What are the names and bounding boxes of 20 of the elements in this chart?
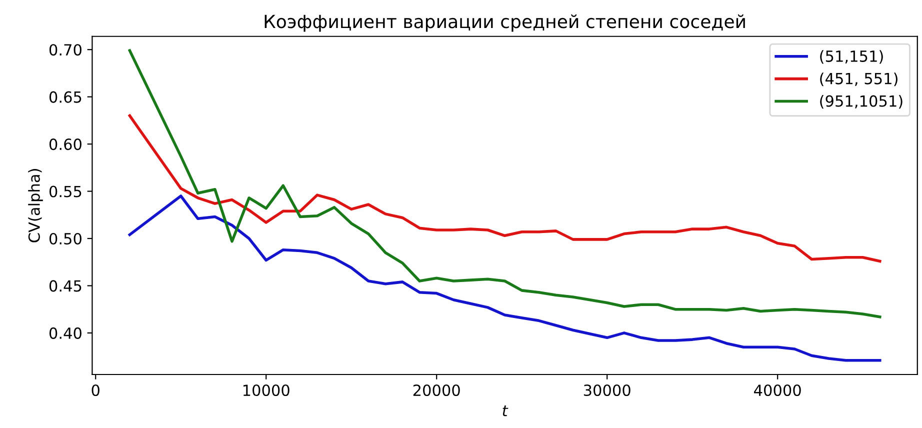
y-tick-label: 0.60 [49,138,82,150]
y-tick-label: 0.55 [49,186,82,198]
y-tick-label: 0.40 [49,327,82,339]
y-tick-label: 0.65 [49,91,82,103]
x-tick-label: 40000 [754,384,801,396]
x-axis-title: t [502,405,508,416]
x-tick-label: 0 [92,384,100,396]
y-tick-label: 0.50 [49,232,82,245]
legend-label: (951,1051) [820,94,902,109]
chart-title: Коэффициент вариации средней степени соседей [264,14,745,32]
line-series [128,194,882,362]
x-tick-label: 10000 [243,384,290,396]
legend-label: (451, 551) [820,72,898,86]
y-tick-label: 0.70 [49,44,82,56]
y-tick-label: 0.45 [49,280,82,292]
x-tick-label: 30000 [584,384,630,396]
legend-label: (51,151) [820,50,883,64]
x-tick-label: 20000 [413,384,460,396]
line-series [128,114,882,263]
y-axis-title: CV(alpha) [28,169,43,242]
